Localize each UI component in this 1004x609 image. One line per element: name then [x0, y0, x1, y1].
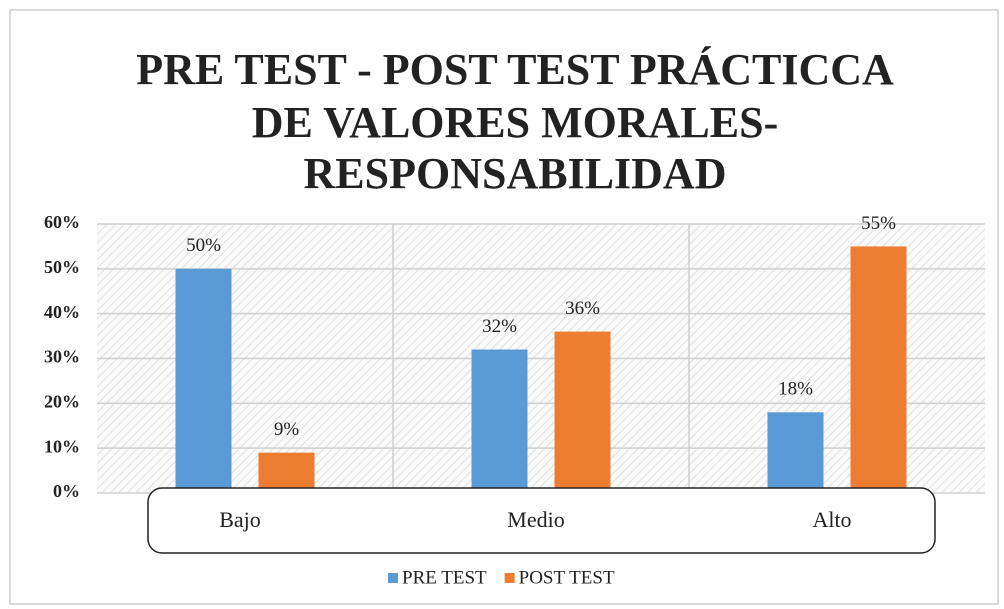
data-label: 18% [778, 379, 813, 400]
chart-title: DE VALORES MORALES- [252, 98, 779, 147]
bar [175, 268, 232, 493]
y-tick-label: 10% [44, 436, 80, 456]
bar [767, 412, 824, 493]
chart-title: PRE TEST - POST TEST PRÁCTICCA [136, 45, 894, 94]
legend-label: PRE TEST [402, 567, 487, 588]
bar [258, 452, 315, 493]
y-tick-label: 0% [53, 481, 80, 501]
chart-title: RESPONSABILIDAD [304, 149, 727, 198]
x-tick-label: Alto [812, 507, 851, 532]
y-tick-label: 30% [44, 347, 80, 367]
legend-swatch [504, 573, 515, 583]
bar [471, 349, 528, 493]
category-box [147, 487, 936, 554]
y-tick-label: 40% [44, 302, 80, 322]
legend-swatch [388, 573, 398, 583]
data-label: 32% [482, 316, 517, 337]
y-tick-label: 60% [44, 212, 80, 232]
x-tick-label: Medio [507, 507, 564, 532]
data-label: 9% [274, 419, 300, 440]
y-tick-label: 50% [44, 257, 80, 277]
data-label: 36% [565, 298, 600, 319]
legend-label: POST TEST [519, 567, 615, 588]
data-label: 55% [861, 213, 896, 234]
bar [554, 331, 611, 493]
x-tick-label: Bajo [219, 507, 261, 532]
bar [850, 246, 907, 493]
y-tick-label: 20% [44, 391, 80, 411]
data-label: 50% [186, 235, 221, 256]
